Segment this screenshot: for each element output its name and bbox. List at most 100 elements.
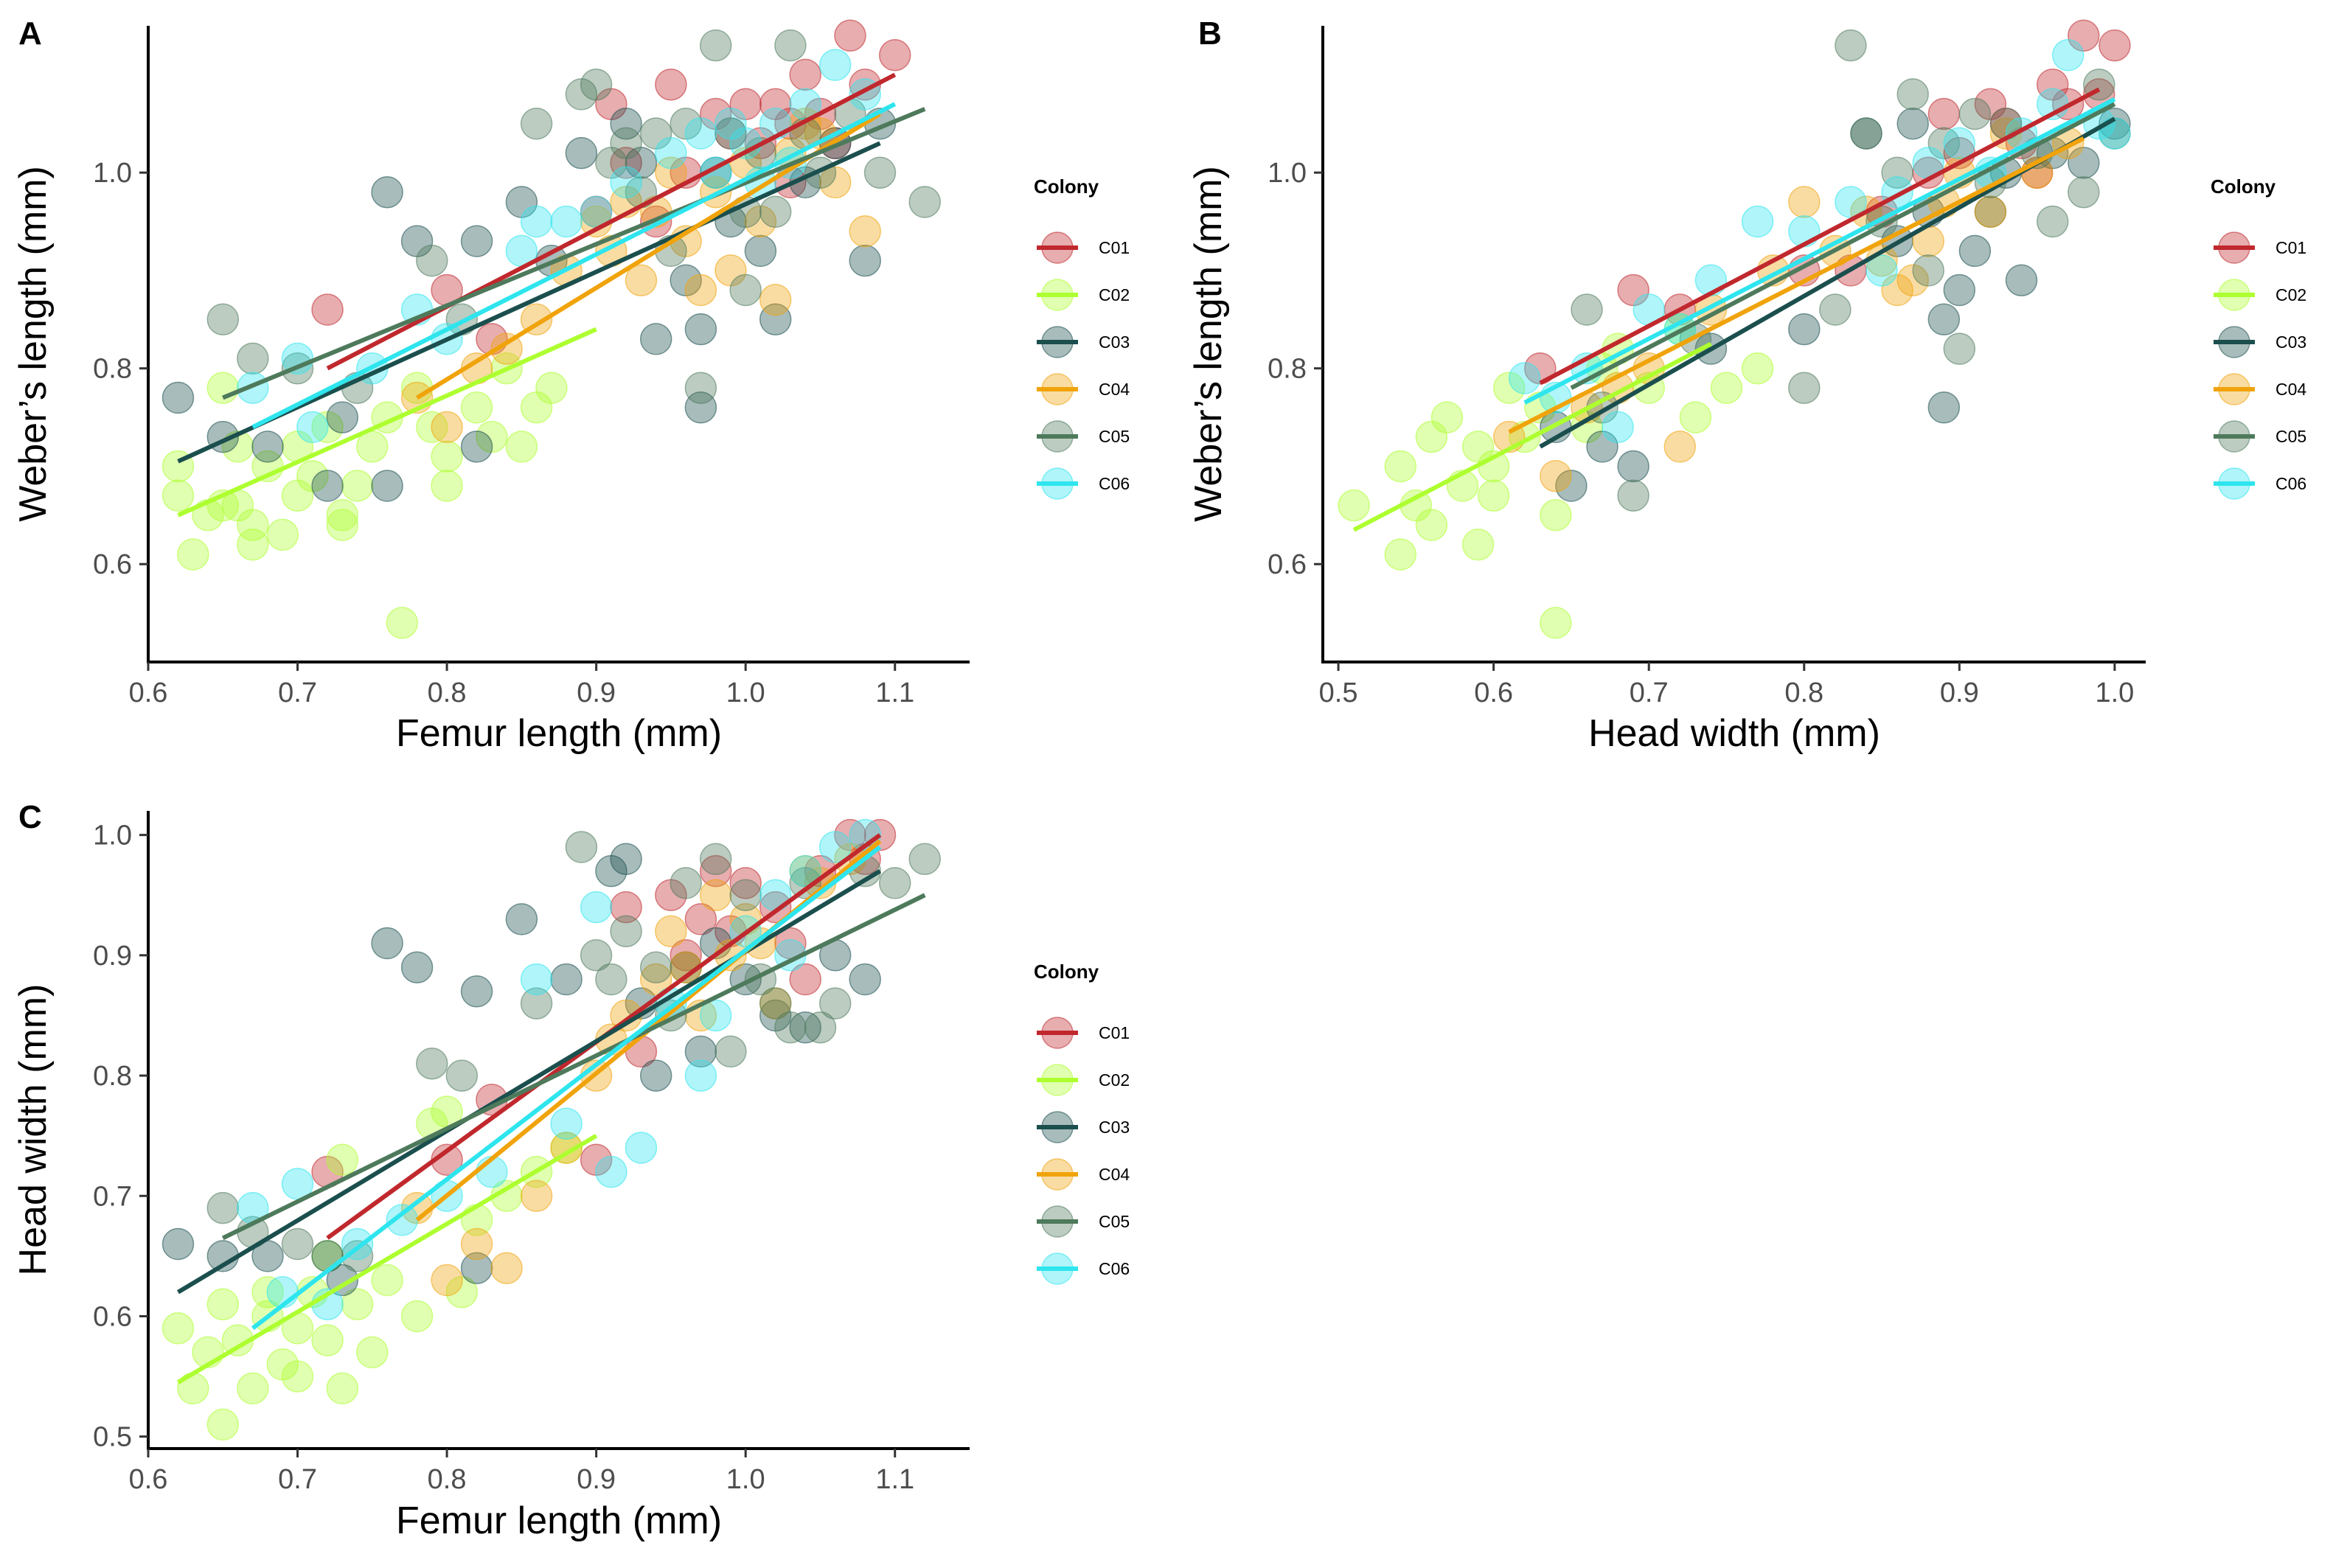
data-point-c06 [625,1132,658,1164]
data-point-c03 [2005,264,2038,296]
data-point-c05 [1617,479,1649,512]
data-point-c04 [520,1180,553,1213]
data-point-c05 [416,1047,448,1080]
data-point-c02 [161,1312,195,1345]
data-point-c02 [431,440,463,473]
fit-line-c05 [1570,102,2116,390]
data-point-c06 [684,117,717,150]
data-point-c06 [610,166,642,199]
data-point-c05 [595,963,627,996]
data-point-c02 [1540,499,1572,532]
data-point-c02 [1384,450,1417,483]
data-point-c03 [639,1059,672,1092]
data-point-c03 [610,108,642,140]
legend-title: Colony [1034,961,1099,983]
data-point-c02 [326,1143,359,1177]
data-point-c05 [878,867,911,899]
data-point-c04 [1540,459,1572,492]
fit-line-c02 [1352,341,1712,532]
data-point-c05 [729,273,762,307]
data-point-c04 [460,1227,493,1261]
legend-label: C05 [2275,427,2306,446]
x-tick-label: 0.8 [428,677,467,708]
data-point-c06 [580,891,613,924]
data-point-c02 [1679,401,1712,433]
data-point-c01 [670,939,702,972]
x-tick-label: 1.0 [726,677,765,708]
fit-lines [1352,87,2116,532]
data-point-c02 [177,538,209,571]
data-point-c03 [311,470,344,502]
data-point-c05 [1896,78,1929,111]
data-point-c06 [1866,254,1898,287]
x-tick-label: 1.0 [726,1464,765,1495]
data-point-c05 [1850,117,1882,150]
fit-line-c06 [251,102,897,430]
fit-line-c03 [176,869,882,1295]
data-point-c03 [251,431,284,463]
y-axis-title: Weber’s length (mm) [12,166,55,522]
legend-item-c02: C02 [2214,279,2306,311]
y-tick-label: 0.7 [93,1181,132,1212]
data-point-c02 [356,1336,389,1369]
data-point-c02 [1540,607,1572,639]
data-point-c01 [1524,352,1557,385]
data-point-c02 [341,1288,374,1320]
data-point-c05 [610,915,642,947]
data-point-c01 [1927,97,1961,130]
data-point-c02 [1461,528,1495,561]
data-point-c04 [655,915,687,947]
fit-line-c05 [222,107,926,400]
data-point-c02 [386,607,419,639]
data-points [161,19,941,639]
data-point-c05 [1835,29,1867,62]
data-point-c02 [431,470,463,502]
data-points [161,818,941,1441]
data-point-c05 [908,186,941,218]
legend-label: C03 [1099,332,1130,352]
x-axis-title: Head width (mm) [1588,712,1880,755]
legend-item-c01: C01 [1037,1017,1130,1049]
y-tick-label: 0.6 [1268,549,1307,580]
data-point-c01 [1974,88,2007,120]
data-point-c02 [1430,401,1464,433]
data-point-c02 [237,528,269,561]
data-point-c01 [789,963,821,996]
legend-item-c02: C02 [1037,279,1130,311]
data-point-c04 [684,273,717,307]
data-point-c06 [1508,362,1541,394]
data-point-c06 [296,411,329,444]
data-point-c03 [505,903,538,935]
data-point-c05 [1958,97,1992,130]
data-point-c05 [774,29,807,62]
data-point-c03 [371,175,403,209]
data-point-c06 [684,1059,717,1092]
legend-label: C01 [1099,238,1130,257]
data-point-c03 [460,431,493,463]
data-point-c02 [1741,352,1774,385]
data-points [1338,19,2131,639]
x-axis-title: Femur length (mm) [396,1499,722,1542]
legend-item-c06: C06 [1037,1252,1130,1285]
data-point-c05 [818,987,852,1020]
legend-label: C01 [1099,1023,1130,1042]
data-point-c06 [699,999,732,1032]
data-point-c05 [639,951,672,983]
data-point-c04 [1896,264,1929,296]
data-point-c04 [655,156,687,189]
data-point-c03 [759,303,792,336]
data-point-c05 [445,1059,479,1092]
fit-line-c01 [1539,87,2101,386]
data-point-c03 [639,323,672,355]
legend-label: C03 [1099,1118,1130,1137]
data-point-c03 [2068,147,2100,179]
data-point-c01 [729,867,762,899]
data-point-c05 [520,987,553,1020]
panel-letter: C [18,799,42,835]
data-point-c04 [849,215,881,248]
data-point-c01 [311,293,344,326]
data-point-c03 [684,391,717,424]
data-point-c02 [161,479,195,512]
y-tick-label: 0.6 [93,549,132,580]
y-axis-title: Weber’s length (mm) [1187,166,1230,522]
